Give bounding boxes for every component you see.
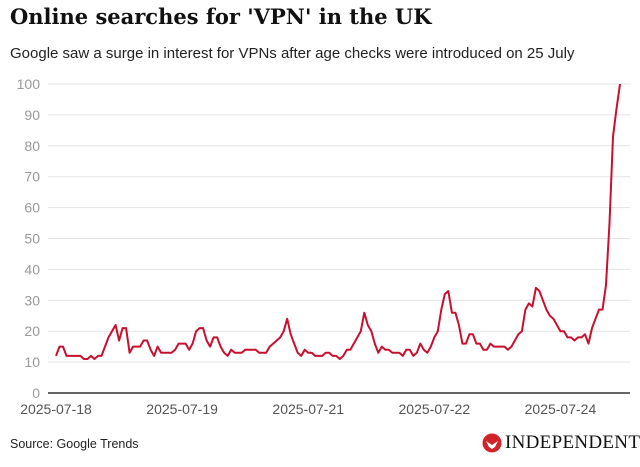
- y-tick-label: 30: [24, 292, 40, 308]
- y-tick-label: 0: [32, 385, 40, 401]
- y-tick-label: 100: [17, 76, 41, 92]
- x-tick-label: 2025-07-18: [20, 401, 92, 417]
- chart-title: Online searches for 'VPN' in the UK: [10, 4, 432, 29]
- x-tick-label: 2025-07-22: [399, 401, 471, 417]
- chart-subtitle: Google saw a surge in interest for VPNs …: [10, 45, 575, 62]
- y-tick-label: 90: [24, 107, 40, 123]
- line-chart: 0 10 20 30 40 50 60 70 80 90 100 2025-07-18 2025-07-…: [17, 76, 630, 417]
- logo-text: INDEPENDENT: [505, 432, 640, 453]
- y-tick-label: 60: [24, 200, 40, 216]
- eagle-icon: [482, 433, 502, 453]
- y-tick-label: 70: [24, 169, 40, 185]
- independent-logo: INDEPENDENT: [482, 432, 640, 454]
- source-note: Source: Google Trends: [10, 437, 139, 451]
- x-tick-label: 2025-07-24: [525, 401, 597, 417]
- y-tick-label: 50: [24, 231, 40, 247]
- y-tick-label: 10: [24, 354, 40, 370]
- series-line: [55, 83, 621, 360]
- y-tick-label: 80: [24, 138, 40, 154]
- y-tick-label: 20: [24, 323, 40, 339]
- x-tick-label: 2025-07-21: [272, 401, 344, 417]
- y-tick-label: 40: [24, 261, 40, 277]
- x-tick-label: 2025-07-19: [146, 401, 218, 417]
